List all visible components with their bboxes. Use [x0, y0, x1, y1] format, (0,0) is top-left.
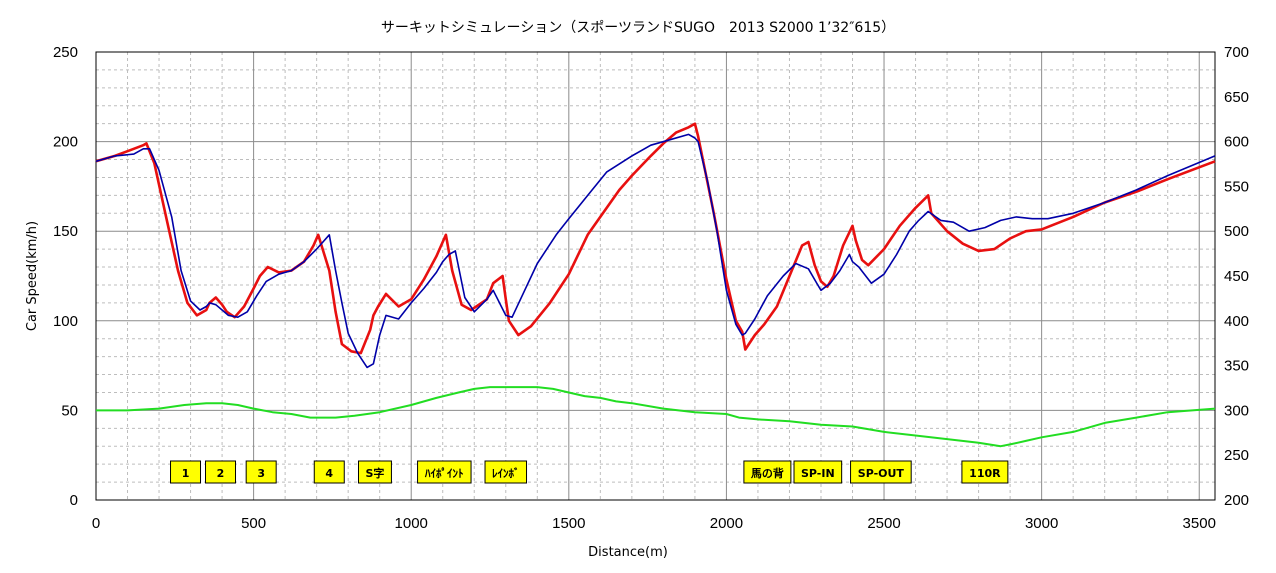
series-line-1 — [95, 133, 1216, 369]
x-tick-label: 1000 — [395, 515, 428, 532]
y2-tick-label: 200 — [1224, 492, 1249, 509]
corner-marker: 4 — [313, 460, 345, 484]
major-grid — [95, 51, 1215, 501]
y2-tick-label: 700 — [1224, 44, 1249, 61]
plot-area-border — [95, 51, 1216, 501]
chart-title: サーキットシミュレーション（スポーツランドSUGO 2013 S2000 1’3… — [381, 20, 895, 36]
y2-tick-label: 450 — [1224, 268, 1249, 285]
corner-marker: ﾚｲﾝﾎﾞ — [484, 460, 528, 484]
corner-marker-label: ﾊｲﾎﾟｲﾝﾄ — [424, 466, 464, 480]
corner-markers: 1 2 3 4 S字 ﾊｲﾎﾟｲﾝﾄ ﾚｲﾝﾎﾞ 馬の背 SP-IN SP-OUT 110R — [170, 460, 1009, 484]
corner-marker: 110R — [961, 460, 1009, 484]
x-tick-label: 2000 — [710, 515, 743, 532]
corner-marker-box — [743, 460, 792, 484]
corner-marker-box — [170, 460, 202, 484]
minor-grid — [96, 52, 1215, 500]
x-tick-label: 3000 — [1025, 515, 1058, 532]
corner-marker: 馬の背 — [743, 460, 792, 484]
y2-tick-label: 550 — [1224, 178, 1249, 195]
y-tick-label: 0 — [70, 492, 78, 509]
x-tick-labels: 0 500 1000 1500 2000 2500 3000 3500 — [92, 515, 1216, 532]
corner-marker: 3 — [245, 460, 277, 484]
series-line-2 — [96, 386, 1216, 448]
corner-marker-label: SP-IN — [801, 467, 835, 480]
y-tick-label: 250 — [53, 44, 78, 61]
x-tick-label: 3500 — [1183, 515, 1216, 532]
corner-marker-label: 馬の背 — [751, 466, 784, 480]
corner-marker-box — [205, 460, 237, 484]
corner-marker-label: 3 — [257, 467, 265, 480]
corner-marker-label: 110R — [969, 467, 1001, 480]
corner-marker-box — [793, 460, 843, 484]
y-axis-label: Car Speed(km/h) — [25, 221, 40, 331]
corner-marker: 1 — [170, 460, 202, 484]
corner-marker-box — [850, 460, 912, 484]
corner-marker-box — [484, 460, 528, 484]
corner-marker: SP-OUT — [850, 460, 912, 484]
y-tick-label: 100 — [53, 313, 78, 330]
corner-marker-label: S字 — [365, 466, 384, 480]
y-tick-label: 50 — [61, 402, 78, 419]
corner-marker-box — [245, 460, 277, 484]
corner-marker-label: SP-OUT — [858, 467, 905, 480]
y-tick-label: 200 — [53, 134, 78, 151]
x-tick-label: 0 — [92, 515, 100, 532]
y2-tick-label: 500 — [1224, 223, 1249, 240]
y2-tick-label: 250 — [1224, 447, 1249, 464]
y2-tick-label: 600 — [1224, 134, 1249, 151]
x-axis-label: Distance(m) — [588, 545, 668, 560]
corner-marker-box — [357, 460, 392, 484]
x-tick-label: 1500 — [552, 515, 585, 532]
corner-marker: S字 — [357, 460, 392, 484]
corner-marker: 2 — [205, 460, 237, 484]
y-tick-labels: 0 50 100 150 200 250 — [53, 44, 78, 509]
y-tick-label: 150 — [53, 223, 78, 240]
corner-marker-label: 4 — [325, 467, 333, 480]
corner-marker-label: 2 — [217, 467, 225, 480]
corner-marker-box — [313, 460, 345, 484]
corner-marker-box — [417, 460, 472, 484]
corner-marker-box — [961, 460, 1009, 484]
corner-marker: ﾊｲﾎﾟｲﾝﾄ — [417, 460, 472, 484]
y2-tick-labels: 200 250 300 350 400 450 500 550 600 650 700 — [1224, 44, 1249, 509]
series-line-0 — [95, 122, 1216, 355]
x-tick-label: 500 — [241, 515, 266, 532]
y2-tick-label: 300 — [1224, 402, 1249, 419]
corner-marker-label: ﾚｲﾝﾎﾞ — [492, 466, 520, 480]
y2-tick-label: 350 — [1224, 358, 1249, 375]
y2-tick-label: 400 — [1224, 313, 1249, 330]
series-layer — [95, 122, 1216, 448]
corner-marker-label: 1 — [182, 467, 190, 480]
corner-marker: SP-IN — [793, 460, 843, 484]
x-tick-label: 2500 — [867, 515, 900, 532]
y2-tick-label: 650 — [1224, 89, 1249, 106]
